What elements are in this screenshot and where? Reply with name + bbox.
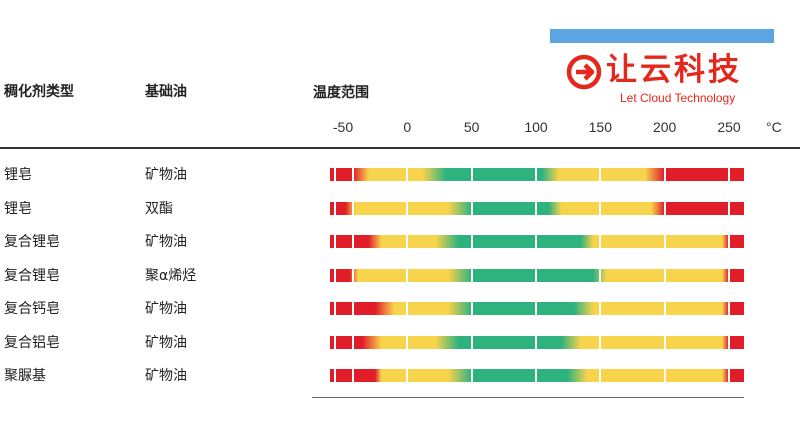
thickener-label: 复合锂皂 bbox=[4, 234, 60, 250]
temperature-range-bar bbox=[330, 235, 745, 248]
logo-icon bbox=[566, 54, 602, 90]
column-header-thickener: 稠化剂类型 bbox=[4, 84, 74, 100]
tick-label: -50 bbox=[332, 119, 354, 135]
logo-accent-bar bbox=[550, 29, 774, 43]
column-header-temperature-range: 温度范围 bbox=[313, 85, 369, 101]
temperature-range-bar bbox=[330, 302, 745, 315]
thickener-label: 复合锂皂 bbox=[4, 267, 60, 284]
temperature-range-bar bbox=[330, 168, 745, 181]
grid-gap bbox=[470, 160, 473, 400]
tick-label: 0 bbox=[403, 119, 412, 135]
thickener-label: 聚脲基 bbox=[4, 368, 46, 384]
grid-gap bbox=[334, 160, 337, 400]
base-oil-label: 矿物油 bbox=[145, 234, 187, 250]
thickener-label: 复合钙皂 bbox=[4, 301, 60, 317]
grid-gap bbox=[599, 160, 602, 400]
header-divider bbox=[0, 147, 800, 149]
base-oil-label: 矿物油 bbox=[145, 167, 187, 183]
temperature-range-bar bbox=[330, 369, 745, 382]
grid-gap bbox=[728, 160, 730, 400]
tick-label: 50 bbox=[463, 119, 480, 135]
grid-gap bbox=[352, 160, 355, 400]
column-header-base-oil: 基础油 bbox=[145, 84, 187, 100]
temperature-unit-label: °C bbox=[766, 119, 782, 135]
tick-label: 250 bbox=[717, 119, 741, 135]
thickener-label: 复合铝皂 bbox=[4, 334, 60, 351]
logo-name-cn: 让云科技 bbox=[606, 52, 742, 88]
grid-gap bbox=[535, 160, 537, 400]
base-oil-label: 矿物油 bbox=[145, 368, 187, 384]
thickener-label: 锂皂 bbox=[4, 167, 32, 183]
logo-name-en: Let Cloud Technology bbox=[620, 91, 736, 105]
chart-baseline bbox=[312, 397, 744, 398]
temperature-range-bar bbox=[330, 201, 745, 215]
base-oil-label: 聚α烯烃 bbox=[145, 267, 197, 284]
tick-label: 100 bbox=[524, 119, 548, 135]
tick-label: 150 bbox=[588, 119, 613, 135]
tick-label: 200 bbox=[652, 119, 677, 135]
grid-gap bbox=[663, 160, 666, 400]
grid-gap bbox=[406, 160, 409, 400]
base-oil-label: 矿物油 bbox=[145, 334, 187, 351]
base-oil-label: 双酯 bbox=[145, 200, 173, 217]
temperature-range-bar bbox=[330, 335, 745, 349]
thickener-label: 锂皂 bbox=[4, 200, 32, 217]
temperature-range-bar bbox=[330, 268, 745, 282]
base-oil-label: 矿物油 bbox=[145, 301, 187, 317]
company-logo: 让云科技 Let Cloud Technology bbox=[566, 50, 766, 106]
